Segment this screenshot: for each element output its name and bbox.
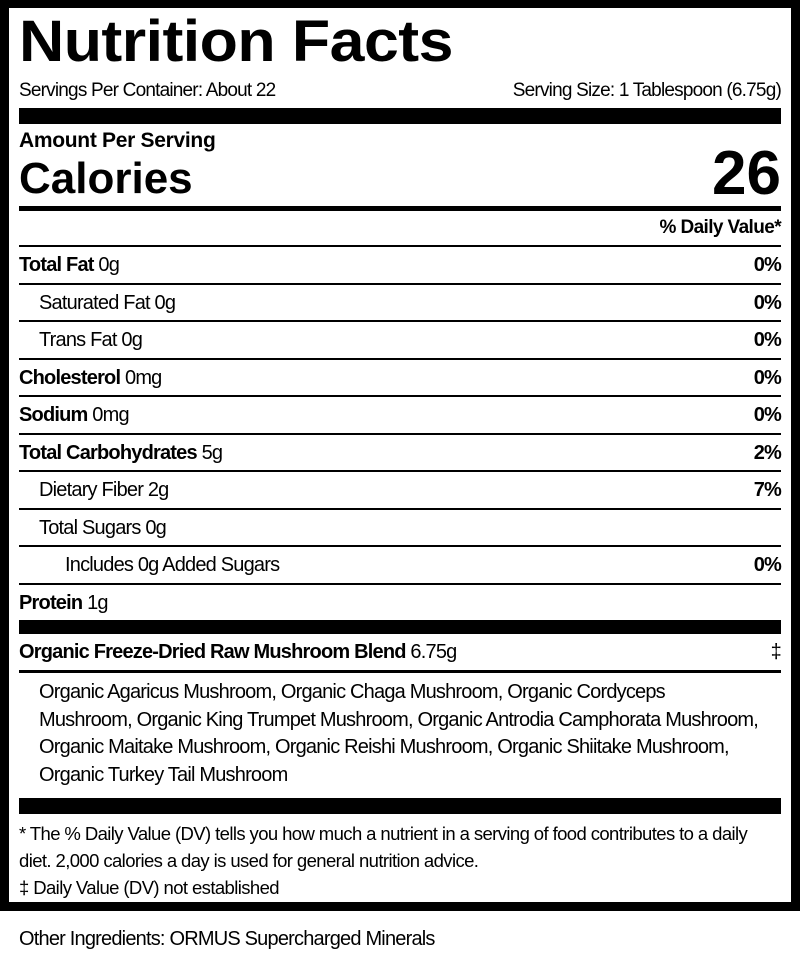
- nutrient-name: Dietary Fiber 2g: [39, 479, 169, 501]
- daily-value-header: % Daily Value*: [659, 217, 781, 238]
- nutrient-name: Total Carbohydrates: [19, 441, 198, 464]
- nutrient-row: Protein 1g: [19, 585, 781, 621]
- blend-dv: ‡: [770, 641, 782, 663]
- calories-label: Calories: [19, 154, 193, 203]
- nutrient-name: Trans Fat 0g: [39, 329, 143, 351]
- nutrient-amount: 0g: [98, 254, 120, 276]
- nutrient-dv: 0%: [753, 254, 782, 276]
- nutrient-amount: 0mg: [92, 404, 129, 426]
- nutrient-row: Saturated Fat 0g 0%: [19, 285, 782, 322]
- nutrient-row: Total Sugars 0g: [19, 510, 781, 547]
- nutrient-amount: 1g: [87, 591, 108, 614]
- servings-per-container: Servings Per Container: About 22: [19, 80, 276, 101]
- divider-thick: [19, 798, 781, 814]
- nutrient-name: Total Sugars 0g: [39, 516, 167, 539]
- nutrient-dv: 0%: [753, 404, 782, 426]
- nutrient-name: Saturated Fat 0g: [39, 291, 176, 314]
- nutrient-row: Sodium 0mg 0%: [19, 397, 782, 435]
- blend-name: Organic Freeze-Dried Raw Mushroom Blend: [19, 641, 406, 663]
- amount-per-serving: Amount Per Serving: [19, 129, 216, 152]
- nutrient-name: Includes 0g Added Sugars: [65, 554, 280, 576]
- nutrient-name: Total Fat: [19, 254, 94, 276]
- nutrient-name: Cholesterol: [19, 366, 121, 389]
- nutrient-row: Trans Fat 0g 0%: [19, 322, 782, 360]
- serving-size: Serving Size: 1 Tablespoon (6.75g): [512, 80, 782, 101]
- nutrient-dv: 0%: [753, 554, 782, 576]
- calories-row: Calories 26: [19, 143, 781, 205]
- divider-thick: [19, 620, 781, 634]
- nutrient-dv: 0%: [753, 366, 782, 389]
- nutrient-row: Total Carbohydrates 5g 2%: [19, 435, 782, 472]
- divider-medium: [19, 206, 781, 211]
- nutrient-dv: 0%: [753, 291, 782, 314]
- blend-amount: 6.75g: [410, 641, 457, 663]
- label-title: Nutrition Facts: [19, 9, 453, 74]
- nutrition-facts-label: Nutrition Facts Servings Per Container: …: [0, 0, 800, 911]
- nutrient-dv: 0%: [753, 329, 782, 351]
- footnote-daily-value: * The % Daily Value (DV) tells you how m…: [19, 823, 748, 871]
- nutrient-row: Includes 0g Added Sugars 0%: [19, 547, 782, 585]
- footnote-not-established: ‡ Daily Value (DV) not established: [19, 877, 280, 898]
- nutrient-dv: 7%: [753, 479, 782, 501]
- serving-info: Servings Per Container: About 22 Serving…: [19, 76, 782, 108]
- nutrient-name: Sodium: [19, 404, 88, 426]
- nutrient-dv: 2%: [753, 441, 782, 464]
- nutrient-name: Protein: [19, 591, 83, 614]
- other-ingredients: Other Ingredients: ORMUS Supercharged Mi…: [19, 928, 435, 950]
- calories-value: 26: [712, 139, 781, 208]
- footnotes: * The % Daily Value (DV) tells you how m…: [19, 814, 781, 901]
- blend-row: Organic Freeze-Dried Raw Mushroom Blend …: [19, 634, 782, 673]
- nutrient-row: Cholesterol 0mg 0%: [19, 360, 782, 397]
- divider: [19, 245, 781, 247]
- blend-ingredients: Organic Agaricus Mushroom, Organic Chaga…: [39, 681, 759, 786]
- divider-thick: [19, 108, 781, 124]
- nutrient-row: Dietary Fiber 2g 7%: [19, 472, 782, 510]
- nutrient-amount: 0mg: [125, 366, 162, 389]
- nutrient-row: Total Fat 0g 0%: [19, 247, 782, 285]
- nutrient-amount: 5g: [201, 441, 223, 464]
